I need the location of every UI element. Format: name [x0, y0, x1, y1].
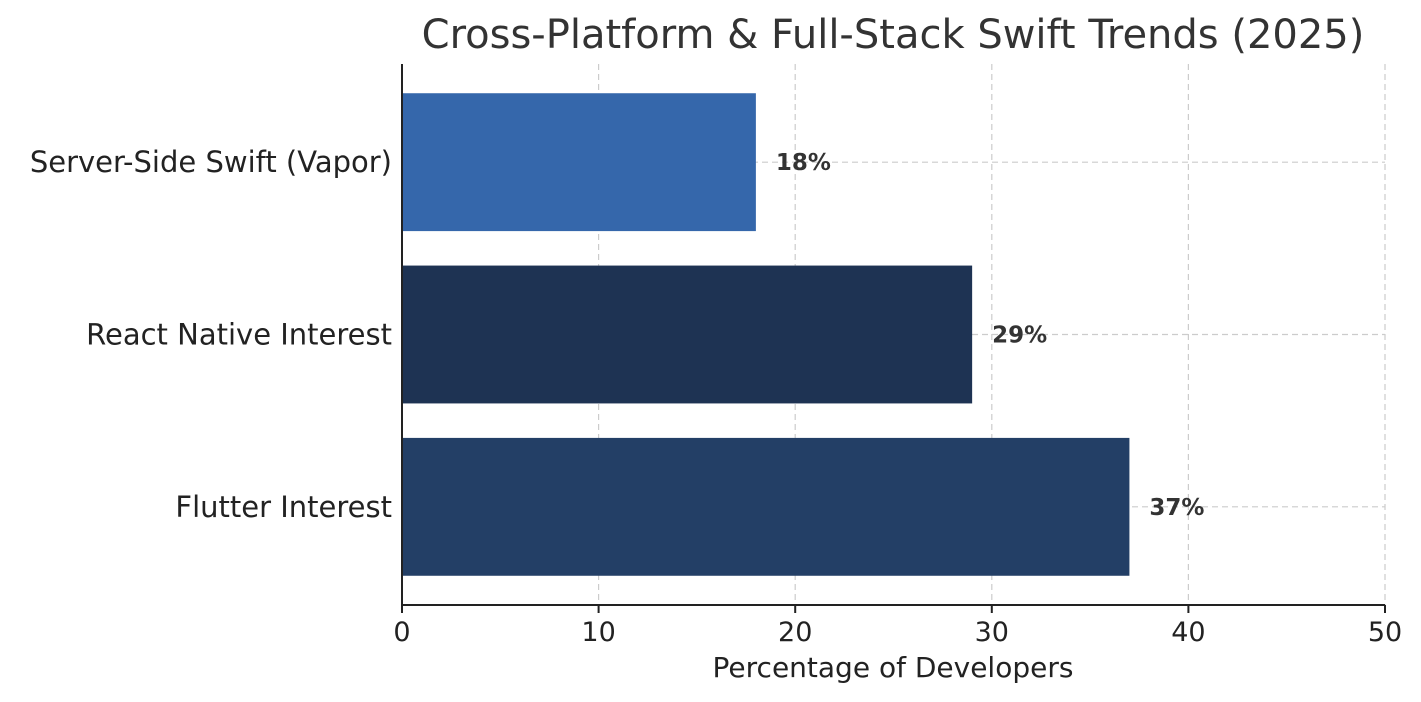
category-label: React Native Interest	[86, 318, 392, 352]
bars	[402, 93, 1130, 576]
x-tick-label: 10	[581, 617, 615, 648]
data-label: 37%	[1149, 495, 1204, 521]
bar	[402, 93, 756, 232]
x-tick-label: 30	[975, 617, 1009, 648]
x-tick-label: 50	[1368, 617, 1402, 648]
axes: 0 10 20 30 40 50	[393, 64, 1402, 648]
x-tick-label: 0	[393, 617, 410, 648]
bar	[402, 265, 973, 404]
data-label: 29%	[992, 323, 1047, 349]
chart-title: Cross-Platform & Full-Stack Swift Trends…	[422, 12, 1365, 58]
x-tick-label: 40	[1171, 617, 1205, 648]
category-label: Flutter Interest	[175, 490, 392, 524]
labels: 18% Server-Side Swift (Vapor) 29% React Nat…	[30, 145, 1205, 524]
x-tick-label: 20	[778, 617, 812, 648]
x-axis-title: Percentage of Developers	[713, 651, 1074, 684]
data-label: 18%	[776, 150, 831, 176]
bar	[402, 437, 1130, 576]
category-label: Server-Side Swift (Vapor)	[30, 145, 392, 179]
